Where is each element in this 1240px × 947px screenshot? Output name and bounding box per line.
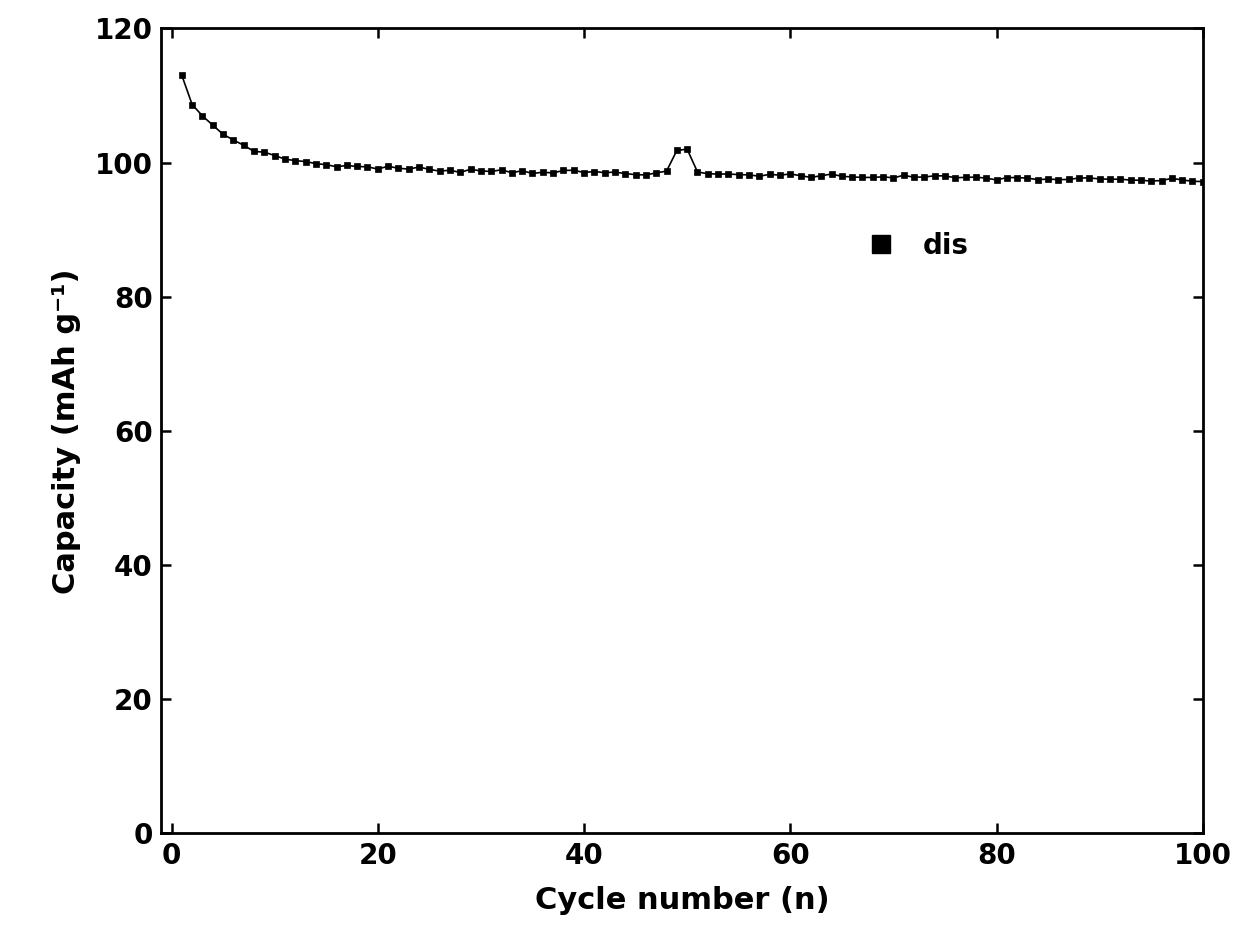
Y-axis label: Capacity (mAh g⁻¹): Capacity (mAh g⁻¹) xyxy=(52,268,81,594)
Legend: dis: dis xyxy=(842,221,980,271)
X-axis label: Cycle number (n): Cycle number (n) xyxy=(534,886,830,916)
